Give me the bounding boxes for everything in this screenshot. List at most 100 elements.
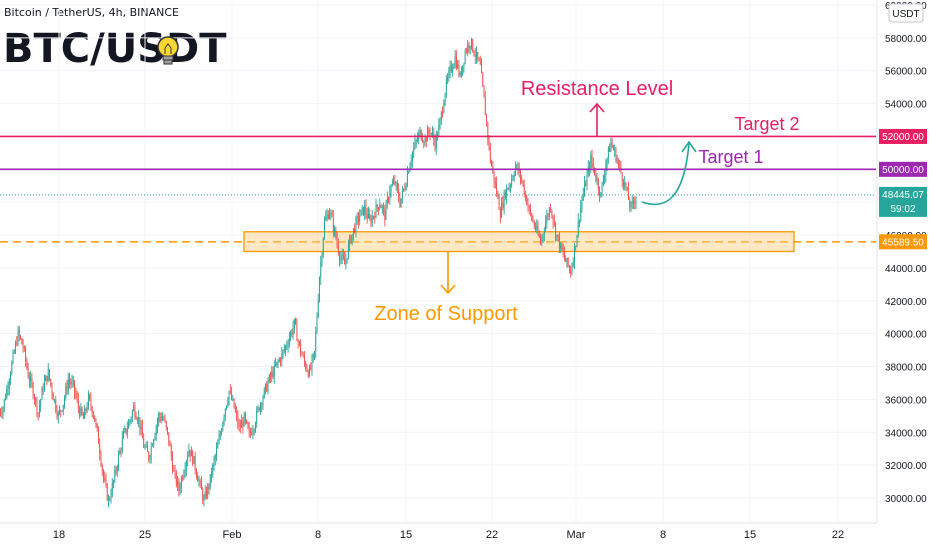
candle-down [178, 478, 180, 497]
candle-up [411, 151, 413, 168]
candle-down [300, 339, 302, 358]
candle-up [368, 206, 369, 219]
candle-up [503, 189, 505, 215]
candle-up [381, 204, 383, 214]
candle-up [448, 66, 450, 82]
time-axis[interactable]: 18 25 Feb 8 15 22 Mar 8 15 22 [0, 522, 877, 541]
candle-down [96, 422, 98, 432]
candle-up [204, 485, 206, 501]
candle-down [231, 386, 233, 401]
candle-up [352, 228, 354, 241]
candle-down [398, 183, 400, 203]
candle-down [134, 402, 136, 420]
candle-up [140, 420, 142, 436]
candle-down [95, 418, 97, 428]
candle-up [427, 124, 428, 142]
candle-up [226, 405, 228, 411]
candle-down [337, 238, 339, 256]
candle-up [268, 373, 270, 384]
candle-down [477, 51, 479, 63]
candle-down [493, 170, 495, 189]
target1-label: Target 1 [698, 147, 763, 167]
candle-up [252, 425, 254, 440]
candle-down [167, 426, 168, 436]
candle-up [390, 184, 392, 198]
y-tick-label: 38000.00 [885, 363, 927, 374]
candle-up [610, 138, 612, 153]
candle-up [325, 210, 327, 221]
candle-down [139, 417, 141, 436]
candle-down [206, 486, 207, 499]
candle-down [350, 234, 352, 245]
candle-down [261, 402, 263, 413]
candle-up [287, 339, 289, 353]
candle-up [452, 63, 454, 78]
candle-up [118, 450, 119, 472]
candle-down [120, 447, 122, 458]
candle-up [400, 198, 402, 208]
candle-up [361, 205, 363, 216]
candle-up [516, 164, 518, 169]
candle-up [389, 185, 391, 206]
price-axis[interactable]: 30000.00 32000.00 34000.00 36000.00 38000.00… [876, 0, 927, 523]
target1-price-tag [879, 161, 927, 177]
candle-down [37, 412, 39, 421]
candle-down [306, 364, 308, 373]
candle-up [447, 72, 449, 85]
candle-down [66, 379, 68, 395]
candle-up [471, 37, 472, 51]
candle-up [542, 233, 544, 243]
candle-up [290, 330, 292, 342]
candle-up [577, 213, 579, 238]
candle-up [462, 65, 464, 77]
candle-up [64, 394, 65, 409]
y-tick-label: 34000.00 [885, 428, 927, 439]
x-tick-label: Mar [567, 529, 586, 541]
candle-down [103, 468, 104, 484]
candle-up [154, 432, 156, 441]
candle-up [405, 182, 407, 191]
candle-down [365, 199, 367, 220]
candle-down [104, 471, 106, 483]
candle-down [530, 203, 531, 217]
candle-up [214, 453, 216, 466]
candle-up [322, 237, 324, 259]
candle-up [273, 360, 275, 385]
candle-down [60, 409, 62, 418]
x-tick-label: 15 [744, 529, 756, 541]
candle-down [169, 440, 171, 447]
candle-down [85, 407, 87, 416]
candle-down [335, 226, 337, 240]
candle-down [384, 204, 386, 227]
candle-down [31, 372, 33, 389]
candle-up [469, 45, 471, 55]
candle-down [236, 406, 238, 422]
candle-down [609, 143, 611, 153]
candle-up [330, 209, 332, 221]
currency-badge[interactable] [888, 3, 924, 23]
candle-up [111, 477, 113, 498]
candle-down [376, 203, 378, 212]
candle-down [189, 449, 191, 462]
candle-down [420, 129, 422, 142]
candle-down [55, 396, 57, 414]
candle-up [130, 416, 132, 425]
candle-down [195, 468, 197, 480]
candle-up [193, 456, 195, 465]
y-tick-label: 44000.00 [885, 264, 927, 275]
candle-down [109, 496, 111, 502]
candle-up [41, 386, 43, 400]
candle-up [391, 178, 393, 187]
candle-down [532, 215, 534, 223]
candle-up [329, 208, 330, 220]
candle-up [509, 183, 511, 194]
candle-up [546, 209, 548, 229]
candle-down [200, 476, 202, 490]
candle-up [288, 331, 290, 348]
candle-up [408, 170, 410, 175]
candle-up [312, 352, 314, 363]
candle-up [38, 400, 40, 418]
candle-up [71, 374, 73, 388]
candle-up [276, 361, 278, 368]
